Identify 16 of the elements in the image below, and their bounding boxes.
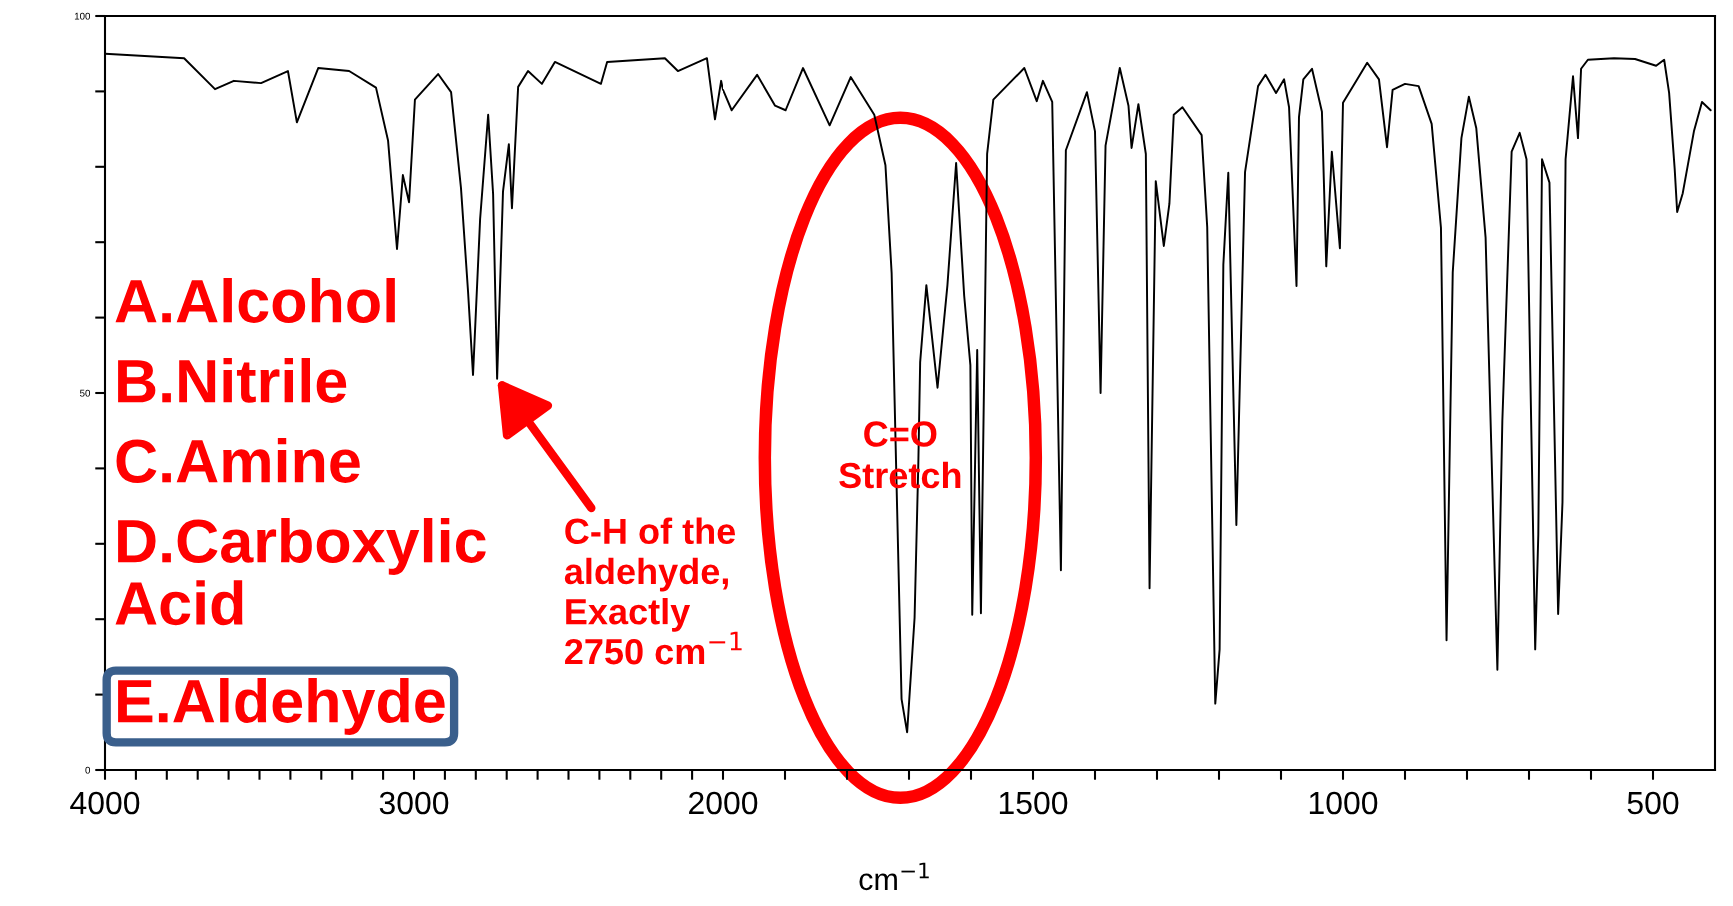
annotation: D.Carboxylic Acid: [115, 518, 486, 626]
x-axis-title: cm$^{−1}$: [859, 862, 929, 891]
y-tick-label: 0: [85, 766, 91, 774]
annotation: A.Alcohol: [115, 278, 395, 323]
x-tick-label: 4000: [70, 791, 140, 815]
x-tick-label: 2000: [689, 791, 758, 815]
y-tick-label: 50: [79, 389, 91, 397]
annotation: E.Aldehyde: [118, 678, 445, 735]
annotation: B.Nitrile: [118, 358, 347, 403]
x-tick-label: 1500: [999, 791, 1068, 815]
x-tick-label: 500: [1627, 791, 1679, 815]
x-tick-label: 1000: [1309, 791, 1378, 815]
annotation: C-H of the aldehyde, Exactly 2750 cm$^{−1}$: [564, 517, 742, 665]
annotation: C.Amine: [116, 438, 360, 483]
y-tick-label: 100: [74, 12, 91, 20]
x-tick-label: 3000: [379, 791, 449, 815]
